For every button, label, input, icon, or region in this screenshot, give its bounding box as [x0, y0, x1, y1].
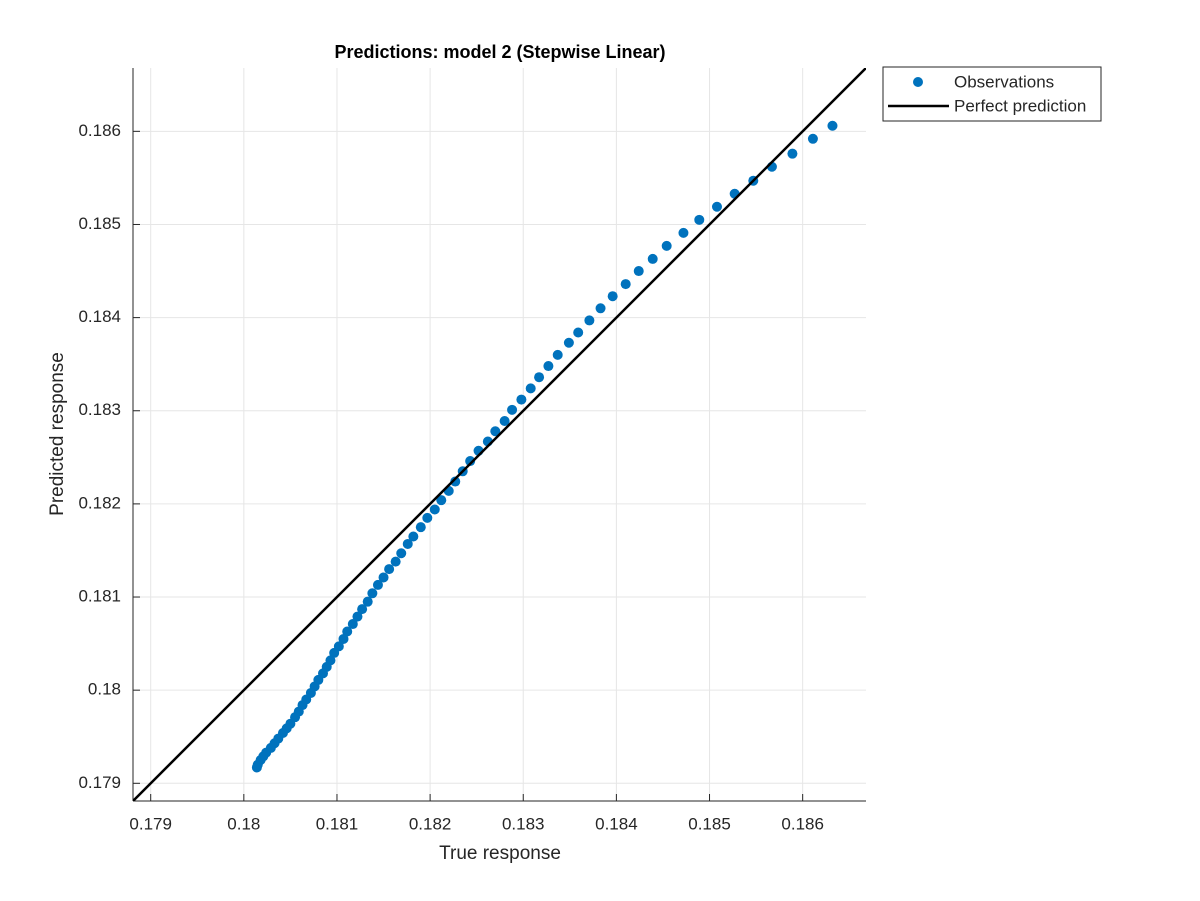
point	[516, 394, 527, 405]
point	[552, 349, 563, 360]
point	[711, 201, 722, 212]
point	[384, 564, 395, 575]
point	[342, 626, 353, 637]
legend-label: Perfect prediction	[954, 96, 1086, 115]
point	[607, 291, 618, 302]
point	[436, 495, 447, 506]
point	[422, 512, 433, 523]
point	[678, 227, 689, 238]
point	[507, 404, 518, 415]
point	[499, 415, 510, 426]
point	[694, 214, 705, 225]
point	[402, 538, 413, 549]
point	[647, 253, 658, 264]
point	[367, 588, 378, 599]
point	[525, 383, 536, 394]
x-axis-label: True response	[439, 843, 561, 864]
y-axis-label: Predicted response	[47, 352, 68, 516]
point	[584, 315, 595, 326]
y-tick-label: 0.181	[78, 587, 121, 606]
x-tick-label: 0.184	[595, 814, 638, 833]
point	[329, 647, 340, 658]
point	[563, 337, 574, 348]
y-tick-label: 0.183	[78, 400, 121, 419]
point	[543, 361, 554, 372]
point	[595, 303, 606, 314]
chart-title: Predictions: model 2 (Stepwise Linear)	[334, 42, 665, 62]
point	[347, 619, 358, 630]
point	[408, 531, 419, 542]
point	[390, 556, 401, 567]
point	[396, 548, 407, 559]
y-tick-label: 0.186	[78, 121, 121, 140]
point	[415, 522, 426, 533]
point	[620, 279, 631, 290]
x-tick-label: 0.183	[502, 814, 545, 833]
y-tick-label: 0.18	[88, 680, 121, 699]
point	[465, 456, 476, 467]
point	[378, 572, 389, 583]
point	[372, 579, 383, 590]
y-tick-label: 0.182	[78, 493, 121, 512]
x-tick-label: 0.179	[129, 814, 172, 833]
point	[661, 240, 672, 251]
point	[827, 120, 838, 131]
point	[633, 266, 644, 277]
point	[807, 133, 818, 144]
point	[362, 596, 373, 607]
x-tick-label: 0.185	[688, 814, 731, 833]
x-tick-label: 0.181	[316, 814, 359, 833]
x-tick-label: 0.182	[409, 814, 452, 833]
point	[352, 611, 363, 622]
point	[429, 504, 440, 515]
point	[450, 476, 461, 487]
legend-box	[882, 66, 1102, 122]
legend-label: Observations	[954, 72, 1054, 91]
x-tick-label: 0.18	[227, 814, 260, 833]
y-tick-label: 0.185	[78, 214, 121, 233]
point	[573, 327, 584, 338]
point	[534, 372, 545, 383]
point	[357, 604, 368, 615]
point	[338, 633, 349, 644]
y-tick-label: 0.184	[78, 307, 121, 326]
point	[787, 148, 798, 159]
x-tick-label: 0.186	[781, 814, 824, 833]
y-tick-label: 0.179	[78, 773, 121, 792]
point	[251, 762, 262, 773]
line	[133, 68, 866, 801]
point	[490, 426, 501, 437]
legend-symbol	[913, 77, 923, 87]
